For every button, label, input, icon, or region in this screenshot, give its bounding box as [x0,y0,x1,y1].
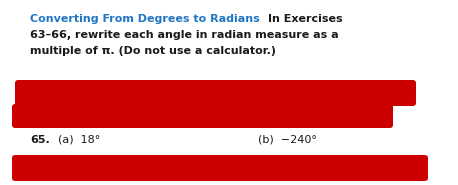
Text: Converting From Degrees to Radians: Converting From Degrees to Radians [30,14,260,24]
Text: multiple of π. (Do not use a calculator.): multiple of π. (Do not use a calculator.… [30,46,276,56]
FancyBboxPatch shape [12,104,393,128]
Text: In Exercises: In Exercises [268,14,343,24]
Text: 63–66, rewrite each angle in radian measure as a: 63–66, rewrite each angle in radian meas… [30,30,338,40]
Text: 65.: 65. [30,135,50,145]
FancyBboxPatch shape [12,155,428,181]
Text: (a)  18°: (a) 18° [58,135,100,145]
Text: (b)  −240°: (b) −240° [258,135,317,145]
FancyBboxPatch shape [15,80,416,106]
